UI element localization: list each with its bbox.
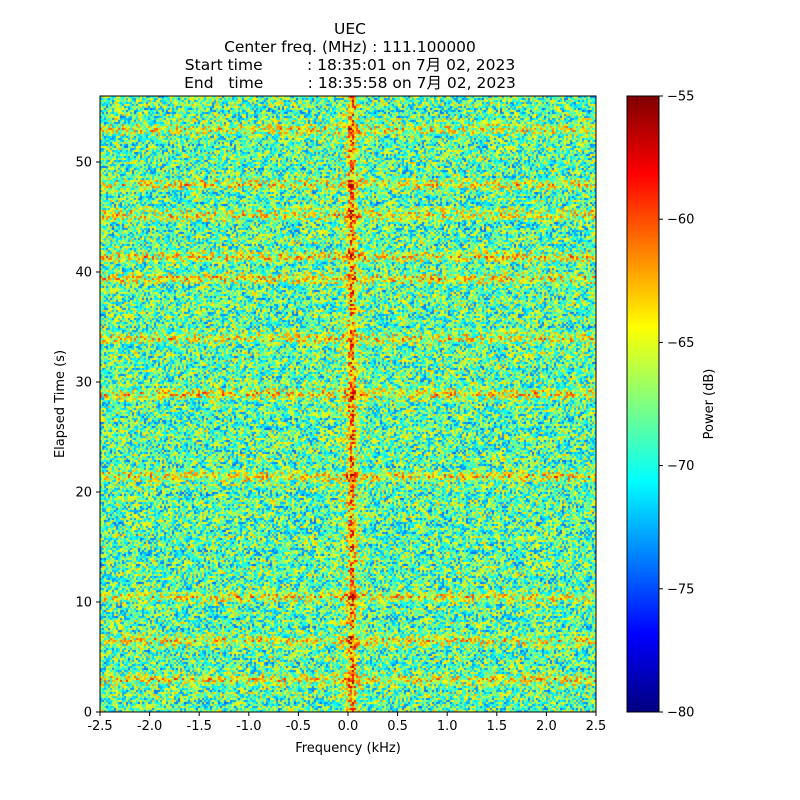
- x-tick-label: 1.0: [437, 719, 458, 734]
- colorbar-tick-label: −70: [667, 459, 694, 474]
- x-axis: -2.5 -2.0 -1.5 -1.0 -0.5 0.0 0.5 1.0 1.5 2.0 2.5: [87, 712, 606, 734]
- chart-title-start-time: Start time : 18:35:01 on 7月 02, 2023: [184, 56, 516, 74]
- y-tick-label: 0: [84, 706, 92, 721]
- spectrogram-heatmap: [100, 96, 596, 712]
- x-tick-label: -0.5: [286, 719, 311, 734]
- colorbar-axis: −80 −75 −70 −65 −60 −55: [659, 90, 694, 721]
- chart-title-station: UEC: [334, 20, 366, 38]
- colorbar-tick-label: −55: [667, 90, 694, 105]
- y-tick-label: 40: [75, 266, 92, 281]
- colorbar-gradient: [627, 96, 659, 712]
- chart-title-center-freq: Center freq. (MHz) : 111.100000: [224, 38, 476, 56]
- chart-title-end-time: End time : 18:35:58 on 7月 02, 2023: [184, 74, 516, 92]
- colorbar-tick-label: −65: [667, 336, 694, 351]
- colorbar-frame: [626, 95, 660, 713]
- colorbar-label: Power (dB): [702, 369, 717, 440]
- x-tick-label: -2.0: [137, 719, 162, 734]
- x-tick-label: 2.0: [536, 719, 557, 734]
- x-tick-label: -2.5: [87, 719, 112, 734]
- colorbar-tick-label: −80: [667, 706, 694, 721]
- x-tick-label: 1.5: [486, 719, 507, 734]
- y-axis: 0 10 20 30 40 50: [75, 156, 100, 721]
- y-tick-label: 50: [75, 156, 92, 171]
- plot-frame: [99, 95, 597, 713]
- y-tick-label: 20: [75, 486, 92, 501]
- colorbar-tick-label: −75: [667, 582, 694, 597]
- y-axis-label: Elapsed Time (s): [53, 350, 68, 458]
- y-tick-label: 10: [75, 596, 92, 611]
- x-tick-label: 0.0: [338, 719, 359, 734]
- x-tick-label: -1.5: [187, 719, 212, 734]
- x-tick-label: 0.5: [387, 719, 408, 734]
- colorbar-tick-label: −60: [667, 213, 694, 228]
- x-tick-label: -1.0: [236, 719, 261, 734]
- x-axis-label: Frequency (kHz): [295, 741, 401, 756]
- y-tick-label: 30: [75, 376, 92, 391]
- x-tick-label: 2.5: [586, 719, 607, 734]
